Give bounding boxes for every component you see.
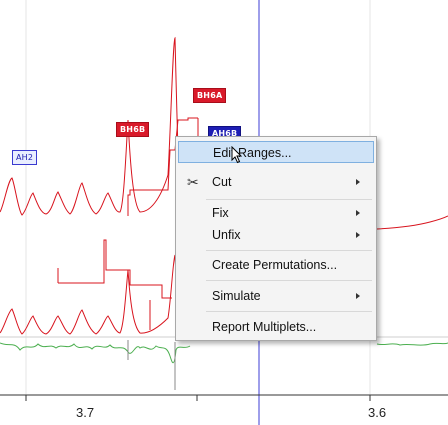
peak-label-bh6b[interactable]: BH6B [116, 122, 150, 137]
submenu-arrow-icon [356, 179, 360, 185]
menu-item-fix[interactable]: Fix [178, 202, 374, 224]
spectrum-trace-lower [0, 254, 191, 335]
menu-item-cut[interactable]: ✂ Cut [178, 171, 374, 193]
menu-separator [206, 311, 372, 312]
menu-item-edit-ranges[interactable]: Edit Ranges... [178, 141, 374, 163]
context-menu: Edit Ranges... ✂ Cut Fix Unfix Create Pe… [175, 136, 377, 341]
residual-trace [0, 342, 448, 364]
peak-label-ah2[interactable]: AH2 [12, 150, 38, 165]
submenu-arrow-icon [356, 210, 360, 216]
menu-item-label: Create Permutations... [212, 258, 338, 272]
menu-item-create-permutations[interactable]: Create Permutations... [178, 254, 374, 276]
menu-separator [206, 250, 372, 251]
integral-curve-upper [127, 117, 198, 216]
menu-item-label: Report Multiplets... [212, 320, 317, 334]
menu-separator [206, 199, 372, 200]
mouse-pointer-icon [231, 146, 243, 164]
menu-item-label: Fix [212, 206, 229, 220]
menu-item-label: Edit Ranges... [213, 146, 292, 160]
menu-item-simulate[interactable]: Simulate [178, 285, 374, 307]
integral-curve-lower [57, 239, 172, 299]
submenu-arrow-icon [356, 232, 360, 238]
x-tick-label: 3.6 [368, 405, 387, 420]
scissors-icon: ✂ [187, 174, 199, 190]
spectrum-trace-upper [0, 36, 448, 230]
x-tick-label: 3.7 [76, 405, 95, 420]
peak-label-bh6a[interactable]: BH6A [193, 88, 227, 103]
menu-separator [206, 280, 372, 281]
menu-item-label: Unfix [212, 228, 241, 242]
submenu-arrow-icon [356, 293, 360, 299]
menu-item-unfix[interactable]: Unfix [178, 224, 374, 246]
menu-item-label: Cut [212, 175, 232, 189]
menu-item-label: Simulate [212, 289, 261, 303]
menu-item-report-multiplets[interactable]: Report Multiplets... [178, 316, 374, 338]
